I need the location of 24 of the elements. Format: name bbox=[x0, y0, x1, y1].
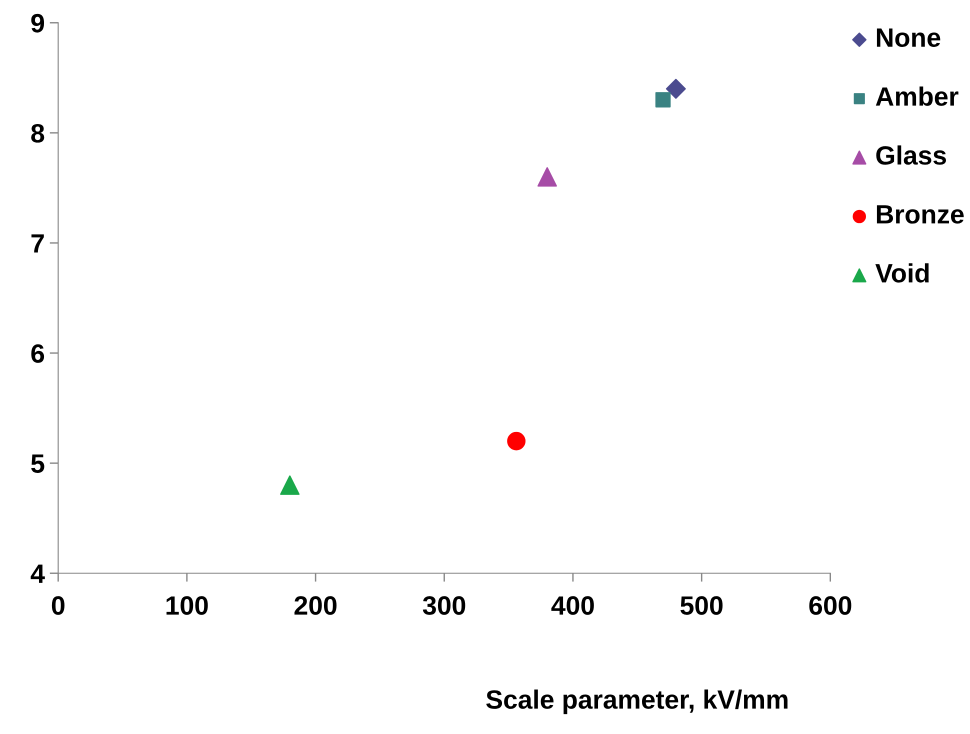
y-tick-label: 6 bbox=[31, 344, 44, 363]
x-tick-label: 0 bbox=[52, 596, 64, 615]
x-tick-label: 300 bbox=[422, 596, 466, 615]
x-tick-label: 100 bbox=[166, 596, 208, 615]
y-tick-label: 9 bbox=[31, 14, 44, 33]
point bbox=[280, 475, 300, 495]
x-axis-title: Scale parameter, kV/mm bbox=[486, 690, 788, 714]
legend-label: Bronze bbox=[876, 205, 964, 224]
x-tick-label: 400 bbox=[551, 596, 594, 615]
legend-label: None bbox=[876, 28, 940, 47]
point bbox=[655, 92, 671, 108]
y-tick-label: 8 bbox=[31, 124, 44, 143]
legend-label: Glass bbox=[876, 145, 946, 165]
point bbox=[507, 432, 526, 450]
y-tick-label: 7 bbox=[31, 234, 44, 253]
point bbox=[666, 78, 686, 99]
legend-label: Amber bbox=[876, 86, 958, 106]
y-tick-label: 4 bbox=[30, 564, 45, 583]
y-tick-label: 5 bbox=[31, 454, 44, 473]
x-tick-label: 200 bbox=[294, 596, 337, 615]
x-tick-label: 500 bbox=[680, 596, 723, 615]
x-tick-label: 600 bbox=[809, 596, 852, 615]
legend-label: Void bbox=[875, 263, 929, 283]
point bbox=[537, 167, 557, 187]
